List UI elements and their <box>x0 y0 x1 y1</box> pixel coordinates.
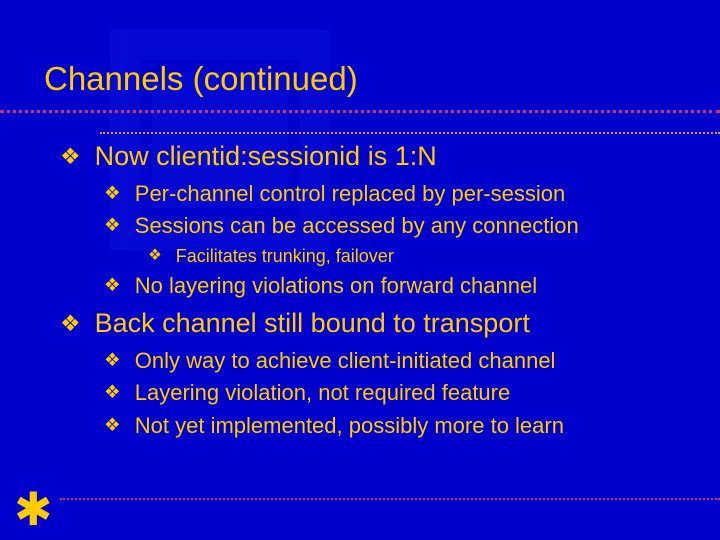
list-item-text: Facilitates trunking, failover <box>176 245 690 268</box>
list-item: ❖ Layering violation, not required featu… <box>104 379 690 408</box>
outline-level-1: ❖ Now clientid:sessionid is 1:N ❖ Per-ch… <box>60 140 690 440</box>
bullet-icon: ❖ <box>104 272 121 298</box>
bullet-icon: ❖ <box>104 379 121 405</box>
divider-top <box>0 110 720 113</box>
bullet-icon: ❖ <box>60 140 81 172</box>
list-item: ❖ Sessions can be accessed by any connec… <box>104 212 690 268</box>
list-item-text: Only way to achieve client-initiated cha… <box>135 347 690 376</box>
list-item-text: Sessions can be accessed by any connecti… <box>135 212 690 241</box>
outline-level-3: ❖ Facilitates trunking, failover <box>104 245 690 268</box>
list-item: ❖ Now clientid:sessionid is 1:N ❖ Per-ch… <box>60 140 690 301</box>
outline-level-2: ❖ Per-channel control replaced by per-se… <box>60 180 690 301</box>
corner-asterisk-icon: ✱ <box>14 486 53 532</box>
slide: Channels (continued) ❖ Now clientid:sess… <box>0 0 720 540</box>
list-item: ❖ No layering violations on forward chan… <box>104 272 690 301</box>
bullet-icon: ❖ <box>60 307 81 339</box>
list-item-text: Layering violation, not required feature <box>135 379 690 408</box>
bullet-icon: ❖ <box>104 180 121 206</box>
list-item-text: No layering violations on forward channe… <box>135 272 690 301</box>
bullet-icon: ❖ <box>104 347 121 373</box>
list-item: ❖ Only way to achieve client-initiated c… <box>104 347 690 376</box>
bullet-icon: ❖ <box>148 245 162 266</box>
bullet-icon: ❖ <box>104 412 121 438</box>
bullet-icon: ❖ <box>104 212 121 238</box>
list-item-text: Back channel still bound to transport <box>95 307 690 341</box>
divider-bottom <box>60 498 720 500</box>
list-item: ❖ Not yet implemented, possibly more to … <box>104 412 690 441</box>
list-item: ❖ Per-channel control replaced by per-se… <box>104 180 690 209</box>
list-item-text: Per-channel control replaced by per-sess… <box>135 180 690 209</box>
list-item-text: Not yet implemented, possibly more to le… <box>135 412 690 441</box>
divider-inner <box>100 132 720 134</box>
list-item: ❖ Back channel still bound to transport … <box>60 307 690 441</box>
outline-level-2: ❖ Only way to achieve client-initiated c… <box>60 347 690 441</box>
list-item: ❖ Facilitates trunking, failover <box>148 245 690 268</box>
slide-title: Channels (continued) <box>44 60 358 98</box>
slide-body: ❖ Now clientid:sessionid is 1:N ❖ Per-ch… <box>60 140 690 446</box>
list-item-text: Now clientid:sessionid is 1:N <box>95 140 690 174</box>
